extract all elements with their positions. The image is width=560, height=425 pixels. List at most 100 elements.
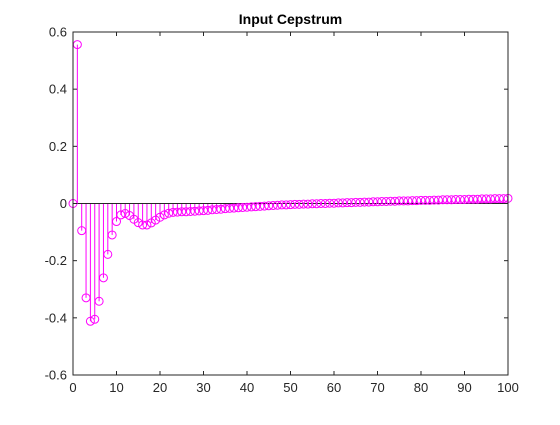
stem-marker	[464, 194, 474, 204]
stem-marker	[316, 199, 326, 208]
y-tick-label: 0.2	[49, 139, 67, 154]
stem-marker	[268, 201, 278, 211]
stem-marker	[481, 194, 491, 204]
stem-marker	[85, 316, 95, 326]
stem-marker	[355, 197, 365, 207]
stem-marker	[473, 194, 483, 204]
stem-marker	[207, 205, 217, 215]
x-tick-label: 30	[196, 380, 210, 395]
stem-marker	[168, 207, 178, 217]
stem-marker	[429, 195, 439, 205]
stem-marker	[103, 249, 113, 259]
stem-marker	[246, 202, 256, 212]
stem-marker	[351, 197, 361, 207]
stem-marker	[416, 195, 426, 205]
y-tick-label: -0.4	[45, 310, 67, 325]
stem-marker	[264, 201, 274, 211]
stem-marker	[229, 203, 239, 213]
stem-marker	[303, 199, 313, 209]
stem-marker	[425, 195, 435, 205]
stem-marker	[177, 207, 187, 217]
stem-marker	[338, 198, 348, 208]
stem-marker	[116, 210, 126, 220]
stem-marker	[190, 206, 200, 216]
y-tick-label: -0.2	[45, 253, 67, 268]
stem-marker	[81, 293, 91, 303]
x-tick-label: 20	[153, 380, 167, 395]
stem-marker	[442, 195, 452, 205]
axis-ticks: 0 10 20 30 40 50 60 70 80 90 100 -0.6 -0.4 -0.2 0 0.2 0.…	[45, 25, 519, 396]
stem-marker	[238, 203, 248, 213]
stem-marker	[194, 206, 204, 216]
stem-marker	[259, 201, 269, 211]
y-tick-label: -0.6	[45, 368, 67, 383]
stem-marker	[325, 198, 335, 208]
stem-marker	[359, 197, 369, 207]
stem-marker	[138, 220, 148, 230]
stem-marker	[329, 198, 339, 208]
stem-marker	[368, 197, 378, 207]
stem-marker	[120, 209, 130, 219]
stem-marker	[290, 199, 300, 209]
stem-marker	[486, 194, 496, 204]
x-tick-label: 10	[109, 380, 123, 395]
stem-marker	[286, 200, 295, 210]
stem-marker	[159, 210, 169, 220]
x-tick-label: 90	[457, 380, 471, 395]
stem-marker	[399, 196, 409, 206]
stem-marker	[225, 203, 235, 213]
stem-marker	[77, 226, 87, 236]
y-tick-label: 0.4	[49, 82, 67, 97]
stem-marker	[373, 197, 382, 207]
stem-marker	[155, 212, 165, 222]
stem-marker	[94, 296, 104, 306]
stem-marker	[212, 205, 222, 215]
stem-marker	[494, 194, 504, 204]
stem-marker	[299, 199, 309, 209]
chart-title: Input Cepstrum	[239, 11, 342, 27]
x-tick-label: 100	[497, 380, 519, 395]
stem-marker	[320, 199, 330, 208]
stem-marker	[394, 196, 404, 206]
stem-marker	[185, 207, 195, 217]
stem-marker	[438, 195, 448, 205]
stem-marker	[403, 196, 413, 206]
stem-marker	[233, 203, 243, 213]
stem-marker	[133, 218, 143, 228]
stem-markers	[68, 40, 513, 326]
x-tick-label: 0	[69, 380, 76, 395]
stem-marker	[220, 204, 230, 214]
x-tick-label: 70	[370, 380, 384, 395]
stem-marker	[468, 194, 478, 204]
stem-marker	[164, 208, 174, 218]
y-tick-label: 0	[60, 196, 67, 211]
stem-marker	[255, 201, 265, 211]
stem-marker	[490, 194, 500, 204]
stem-marker	[390, 196, 400, 206]
stem-marker	[98, 273, 108, 283]
stem-marker	[477, 194, 487, 204]
x-tick-label: 50	[283, 380, 297, 395]
stem-marker	[90, 314, 100, 324]
stem-marker	[294, 199, 304, 209]
stem-marker	[346, 198, 356, 208]
stem-marker	[333, 198, 343, 208]
stem-marker	[251, 202, 261, 212]
stem-marker	[242, 202, 252, 212]
stem-marker	[377, 196, 387, 206]
x-tick-label: 40	[240, 380, 254, 395]
stem-marker	[342, 198, 352, 208]
stem-marker	[451, 194, 461, 204]
stem-marker	[420, 195, 430, 205]
stem-marker	[199, 206, 208, 216]
x-tick-label: 80	[414, 380, 428, 395]
stem-marker	[142, 220, 152, 230]
stem-marker	[312, 199, 322, 209]
stem-marker	[407, 196, 417, 206]
x-tick-label: 60	[327, 380, 341, 395]
stem-marker	[433, 195, 443, 205]
stem-marker	[112, 217, 121, 227]
stem-marker	[172, 207, 182, 217]
